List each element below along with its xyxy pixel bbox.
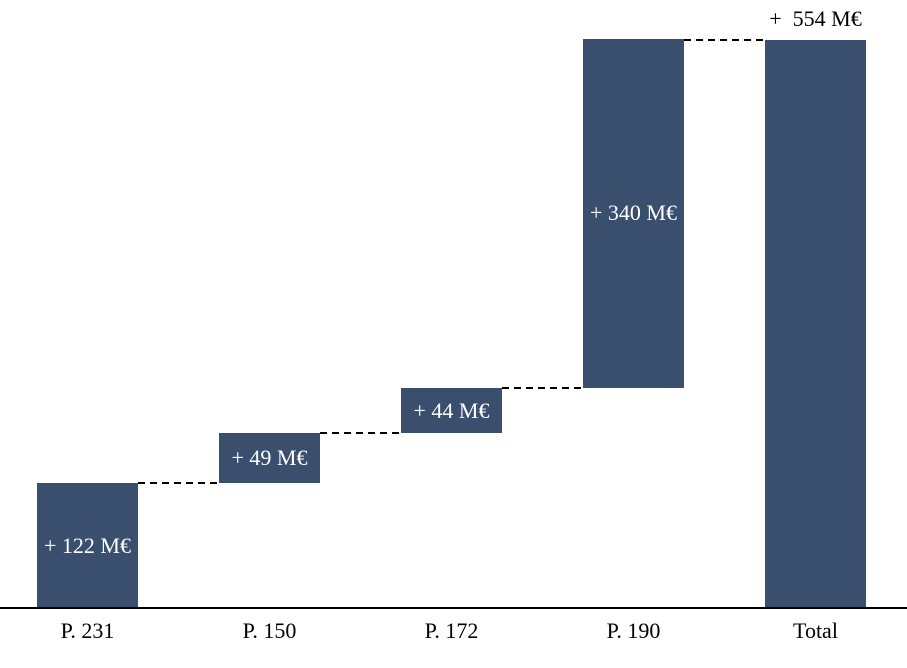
bar-value-label-p-231: + 122 M€ [44, 532, 131, 558]
bar-value-label-p-172: + 44 M€ [413, 397, 490, 423]
x-axis-label-p-190: P. 190 [606, 618, 661, 643]
waterfall-bar-p-172 [401, 387, 502, 433]
x-axis-label-p-231: P. 231 [60, 618, 115, 643]
waterfall-bar-p-231 [37, 482, 138, 608]
x-axis-label-total: Total [793, 618, 838, 643]
connector-line-4 [684, 39, 765, 41]
waterfall-bar-p-150 [219, 432, 320, 483]
waterfall-bar-total [765, 40, 866, 608]
x-axis-line [0, 607, 907, 609]
connector-line-2 [320, 431, 401, 434]
bar-value-label-p-190: + 340 M€ [590, 199, 677, 225]
x-axis-label-p-172: P. 172 [424, 618, 479, 643]
waterfall-bar-p-190 [583, 38, 684, 388]
connector-line-1 [138, 481, 219, 484]
connector-line-3 [502, 386, 583, 389]
bar-value-label-p-150: + 49 M€ [231, 444, 308, 470]
total-value-label: + 554 M€ [769, 6, 862, 31]
x-axis-label-p-150: P. 150 [242, 618, 297, 643]
